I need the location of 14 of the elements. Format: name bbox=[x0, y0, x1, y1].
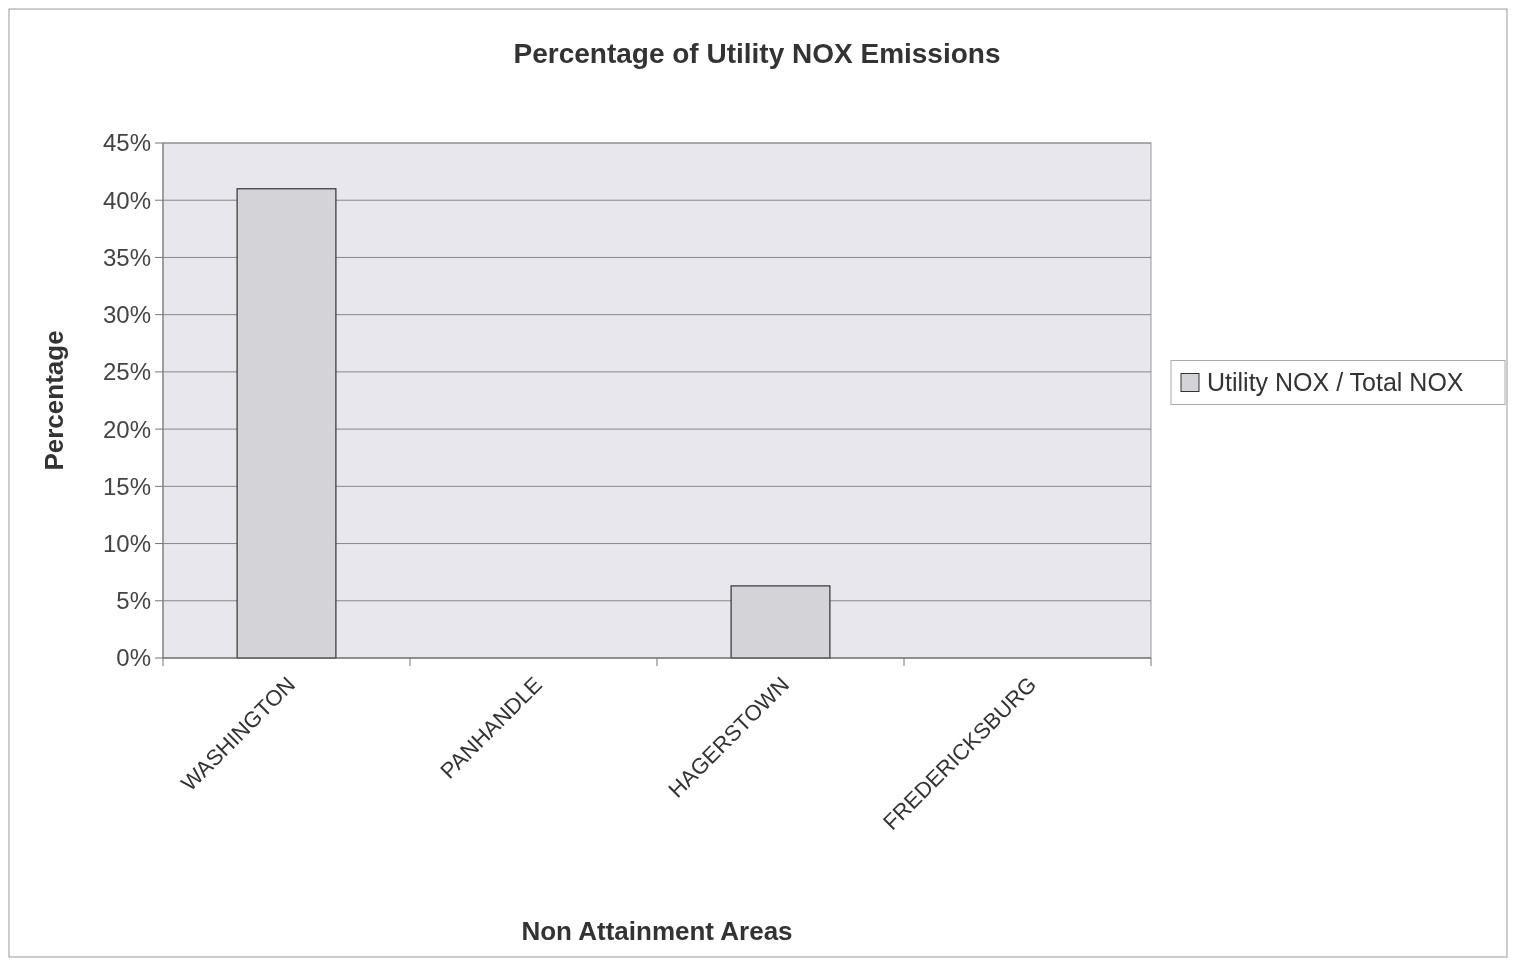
y-tick-label: 5% bbox=[116, 587, 151, 615]
y-tick-label: 0% bbox=[116, 644, 151, 672]
chart-title: Percentage of Utility NOX Emissions bbox=[513, 38, 1001, 69]
x-axis-title: Non Attainment Areas bbox=[521, 916, 793, 946]
y-tick-label: 25% bbox=[102, 358, 151, 386]
y-axis-title: Percentage bbox=[39, 330, 69, 471]
y-tick-label: 10% bbox=[102, 529, 151, 557]
legend-label: Utility NOX / Total NOX bbox=[1207, 368, 1464, 397]
y-tick-label: 15% bbox=[102, 472, 151, 500]
y-tick-label: 35% bbox=[102, 243, 151, 271]
y-tick-label: 40% bbox=[102, 186, 151, 214]
y-tick-label: 20% bbox=[102, 415, 151, 443]
y-tick-label: 45% bbox=[102, 129, 151, 157]
y-tick-label: 30% bbox=[102, 301, 151, 329]
